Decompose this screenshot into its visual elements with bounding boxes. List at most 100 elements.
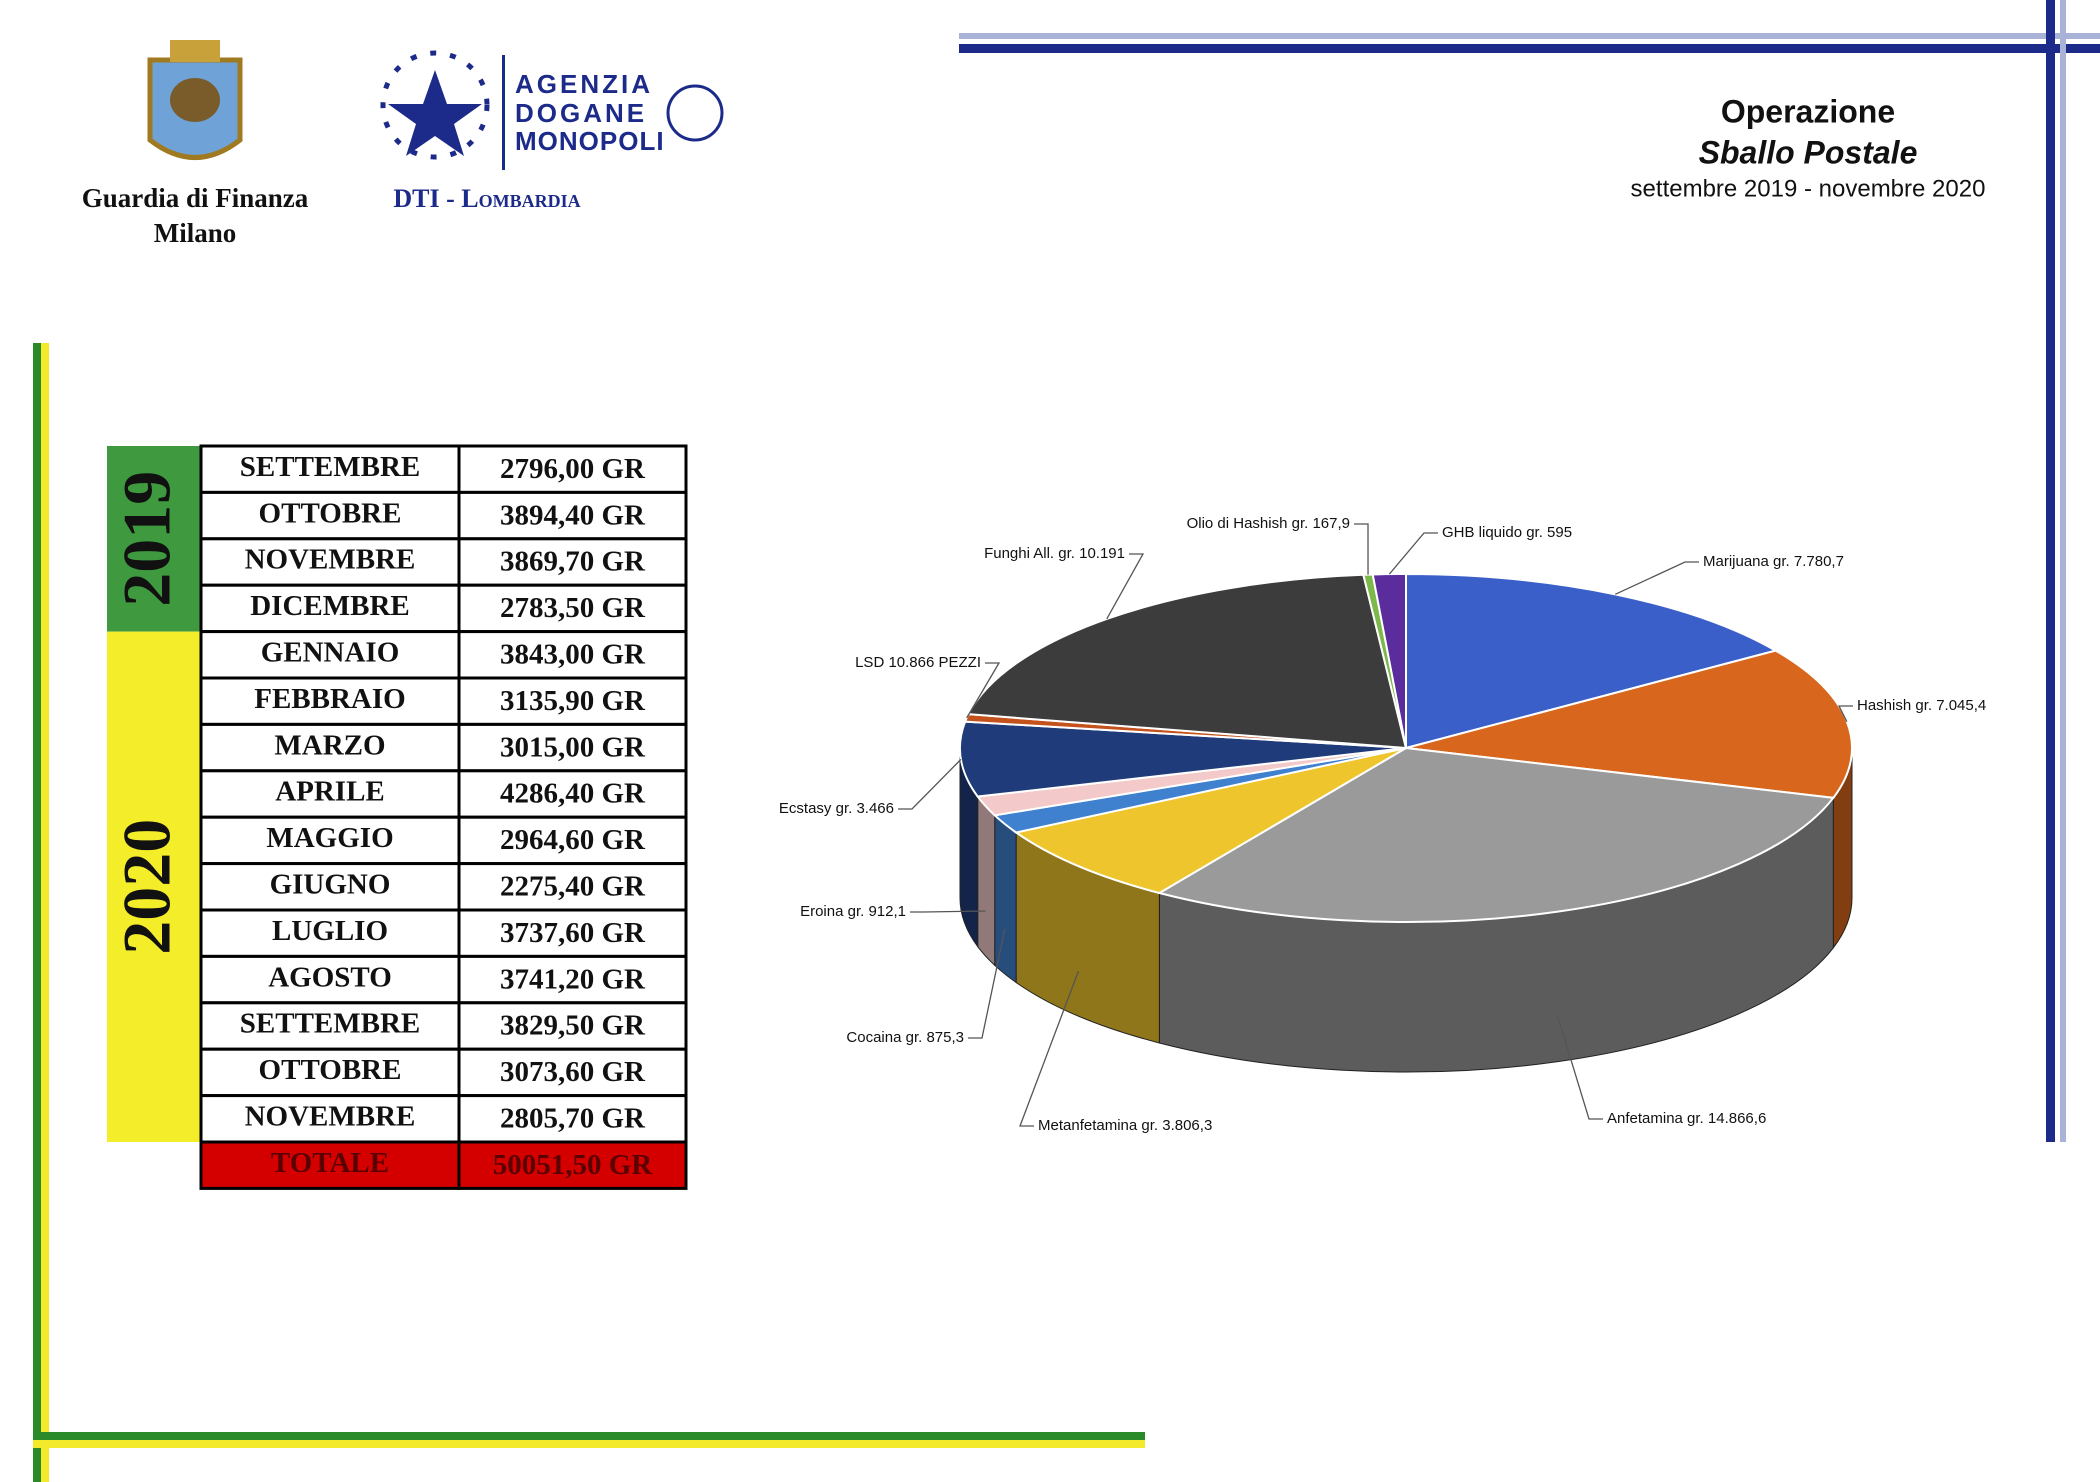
left-line-green bbox=[33, 343, 41, 1482]
slice-label: Metanfetamina gr. 3.806,3 bbox=[1038, 1117, 1212, 1134]
table-cell bbox=[457, 583, 688, 634]
pie-slice bbox=[1156, 746, 1836, 924]
table-cell bbox=[457, 1001, 688, 1051]
table-cell bbox=[199, 769, 461, 819]
month-label: SETTEMBRE bbox=[240, 451, 421, 483]
value-label: 50051,50 GR bbox=[493, 1149, 654, 1181]
pie-chart: Marijuana gr. 7.780,7 Hashish gr. 7.045,4… bbox=[779, 515, 1986, 1134]
agency-line: DOGANE bbox=[515, 98, 647, 128]
month-label: MAGGIO bbox=[266, 822, 393, 854]
right-line-light bbox=[2060, 0, 2066, 1142]
leader-line bbox=[1019, 970, 1080, 1127]
table-cell bbox=[457, 444, 688, 494]
leader-line bbox=[1557, 1016, 1603, 1120]
month-label: TOTALE bbox=[271, 1147, 389, 1179]
table: 2019 2020 SETTEMBRE 2796,00 GR OTTOBRE 3894,4… bbox=[107, 444, 688, 1190]
pie-side bbox=[977, 795, 996, 967]
month-label: APRILE bbox=[275, 776, 385, 808]
slice-label: LSD 10.866 PEZZI bbox=[855, 654, 981, 671]
right-line bbox=[2046, 0, 2055, 1142]
bottom-line-yellow bbox=[33, 1440, 1145, 1448]
leader-line bbox=[1354, 523, 1369, 575]
table-cell bbox=[457, 1140, 688, 1190]
year-label: 2019 bbox=[109, 471, 185, 607]
leader-line bbox=[966, 662, 1001, 719]
left-line-yellow bbox=[41, 343, 49, 1482]
pie-side bbox=[994, 814, 1017, 984]
slice-label: Hashish gr. 7.045,4 bbox=[1857, 697, 1986, 714]
year-label: 2020 bbox=[109, 819, 185, 955]
value-label: 2796,00 GR bbox=[500, 453, 646, 485]
leader-line bbox=[1837, 705, 1853, 722]
month-label: NOVEMBRE bbox=[245, 544, 416, 576]
table-cell bbox=[457, 722, 688, 773]
leader-line bbox=[898, 758, 962, 810]
pie-slice bbox=[1013, 747, 1407, 895]
top-line bbox=[959, 44, 2100, 53]
slice-label: Marijuana gr. 7.780,7 bbox=[1703, 553, 1844, 570]
value-label: 3894,40 GR bbox=[500, 499, 646, 531]
agency-line: MONOPOLI bbox=[515, 126, 665, 156]
table-cell bbox=[199, 815, 461, 866]
leader-line bbox=[1614, 561, 1699, 595]
table-cell bbox=[457, 490, 688, 541]
slice-label: Anfetamina gr. 14.866,6 bbox=[1607, 1110, 1766, 1127]
year-cell bbox=[107, 631, 201, 1142]
value-label: 3073,60 GR bbox=[500, 1056, 646, 1088]
slice-label: Ecstasy gr. 3.466 bbox=[779, 800, 894, 817]
value-label: 3737,60 GR bbox=[500, 917, 646, 949]
table-cell bbox=[199, 1094, 461, 1144]
value-label: 2275,40 GR bbox=[500, 870, 646, 902]
year-cell bbox=[107, 446, 201, 632]
value-label: 3741,20 GR bbox=[500, 963, 646, 995]
slice-label: Olio di Hashish gr. 167,9 bbox=[1187, 515, 1350, 532]
table-cell bbox=[199, 1001, 461, 1051]
table-cell bbox=[457, 862, 688, 912]
crest-logo bbox=[147, 40, 243, 160]
table-cell bbox=[199, 1047, 461, 1098]
table-cell bbox=[457, 537, 688, 587]
month-label: OTTOBRE bbox=[259, 1054, 402, 1086]
table-cell bbox=[199, 1140, 461, 1190]
leader-line bbox=[1106, 553, 1145, 620]
org-city: Milano bbox=[154, 218, 237, 248]
table-cell bbox=[457, 1047, 688, 1098]
value-label: 3843,00 GR bbox=[500, 638, 646, 670]
value-label: 2805,70 GR bbox=[500, 1102, 646, 1134]
value-label: 3869,70 GR bbox=[500, 546, 646, 578]
value-label: 2964,60 GR bbox=[500, 824, 646, 856]
leader-line bbox=[910, 910, 986, 913]
table-cell bbox=[457, 954, 688, 1005]
month-label: DICEMBRE bbox=[250, 590, 410, 622]
leader-line bbox=[968, 928, 1006, 1039]
month-label: MARZO bbox=[274, 729, 385, 761]
table-cell bbox=[457, 769, 688, 819]
slice-label: Cocaina gr. 875,3 bbox=[846, 1029, 964, 1046]
month-label: AGOSTO bbox=[268, 961, 392, 993]
subtitle: Sballo Postale bbox=[1699, 134, 1918, 170]
value-label: 2783,50 GR bbox=[500, 592, 646, 624]
month-label: SETTEMBRE bbox=[240, 1008, 421, 1040]
leader-line bbox=[1388, 532, 1438, 575]
agency-logo bbox=[380, 50, 724, 170]
table-cell bbox=[457, 815, 688, 866]
month-label: FEBBRAIO bbox=[254, 683, 405, 715]
month-label: LUGLIO bbox=[272, 915, 388, 947]
slice-label: Eroina gr. 912,1 bbox=[800, 903, 906, 920]
value-label: 3015,00 GR bbox=[500, 731, 646, 763]
table-cell bbox=[199, 908, 461, 958]
pie-slice bbox=[1405, 572, 1779, 750]
month-label: OTTOBRE bbox=[259, 497, 402, 529]
period: settembre 2019 - novembre 2020 bbox=[1631, 175, 1986, 202]
value-label: 3829,50 GR bbox=[500, 1010, 646, 1042]
table-cell bbox=[199, 862, 461, 912]
agency-unit: DTI - Lombardia bbox=[393, 184, 580, 213]
table-cell bbox=[457, 630, 688, 680]
slice-label: Funghi All. gr. 10.191 bbox=[984, 545, 1125, 562]
top-line-light bbox=[959, 33, 2100, 39]
title: Operazione bbox=[1721, 93, 1895, 129]
value-label: 4286,40 GR bbox=[500, 778, 646, 810]
value-label: 3135,90 GR bbox=[500, 685, 646, 717]
bottom-line-green bbox=[33, 1432, 1145, 1440]
